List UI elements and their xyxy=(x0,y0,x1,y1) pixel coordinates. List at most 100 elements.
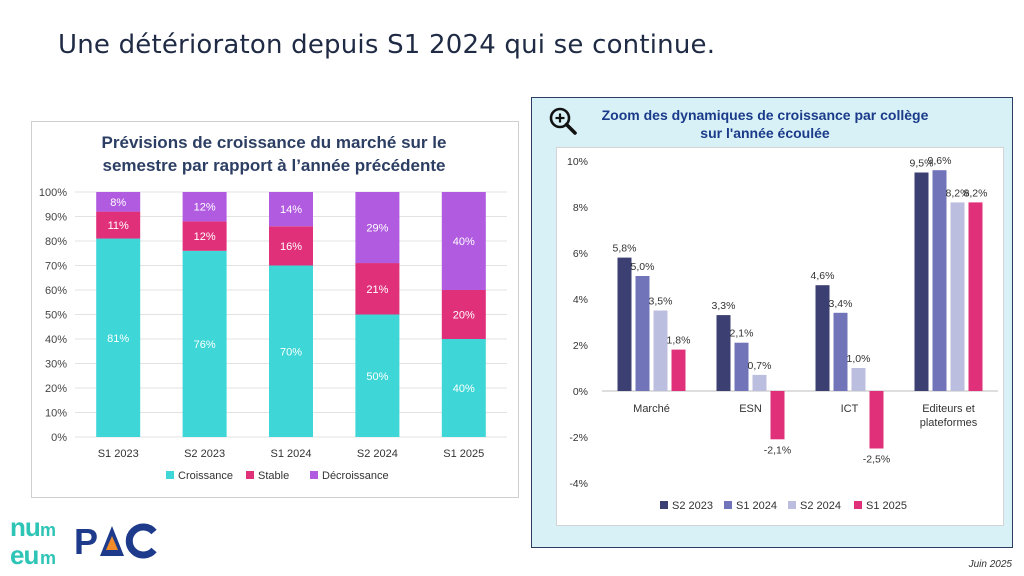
x-tick-label: ICT xyxy=(841,403,859,415)
right-chart-title-line1: Zoom des dynamiques de croissance par co… xyxy=(601,107,929,123)
svg-text:m: m xyxy=(40,520,56,540)
bar xyxy=(734,342,749,391)
data-label: 50% xyxy=(366,371,388,383)
y-tick-label: 60% xyxy=(45,285,67,297)
svg-text:P: P xyxy=(74,521,98,560)
bar xyxy=(869,391,884,449)
bar-segment xyxy=(441,339,486,437)
data-label: 20% xyxy=(453,310,475,322)
x-tick-label: S1 2025 xyxy=(443,448,484,460)
y-tick-label: 4% xyxy=(573,294,588,306)
bar-segment xyxy=(355,314,400,437)
left-stacked-bar-chart: 0% 10% 20% 30% 40% 50% 60% 70% 80% 90% 100% 81% 11% 8… xyxy=(39,187,507,482)
data-label: 76% xyxy=(194,339,216,351)
data-label: 4,6% xyxy=(811,270,835,282)
legend-swatch xyxy=(724,501,732,509)
y-tick-label: 20% xyxy=(45,383,67,395)
data-label: 1,8% xyxy=(667,335,691,347)
data-label: 29% xyxy=(366,223,388,235)
svg-text:m: m xyxy=(40,548,56,568)
legend-swatch xyxy=(854,501,862,509)
svg-text:nu: nu xyxy=(10,512,40,542)
y-tick-label: 70% xyxy=(45,261,67,273)
data-label: 2,1% xyxy=(730,328,754,340)
bar xyxy=(815,285,830,391)
legend-label: Décroissance xyxy=(322,470,389,482)
data-label: 70% xyxy=(280,346,302,358)
bar-segment xyxy=(441,290,486,339)
y-tick-label: 6% xyxy=(573,248,588,260)
numeum-logo: nu eu m m xyxy=(10,512,56,568)
data-label: 5,8% xyxy=(613,243,637,255)
bar-segment xyxy=(96,192,141,212)
data-label: 8% xyxy=(110,197,126,209)
x-tick-label: Marché xyxy=(633,403,670,415)
y-tick-label: -2% xyxy=(569,432,588,444)
bar xyxy=(932,170,947,391)
y-tick-label: 10% xyxy=(567,156,588,168)
bar-segment xyxy=(182,192,227,222)
legend-label: Stable xyxy=(258,470,289,482)
legend-label: S2 2024 xyxy=(800,500,841,512)
x-tick-label: S1 2024 xyxy=(271,448,312,460)
data-label: 21% xyxy=(366,284,388,296)
right-chart-title-line2: sur l'année écoulée xyxy=(700,125,830,141)
bar xyxy=(914,172,929,391)
svg-text:eu: eu xyxy=(10,540,38,568)
legend-swatch xyxy=(166,471,174,479)
bar xyxy=(635,276,650,391)
bar-segment xyxy=(269,265,313,437)
x-tick-label: Editeurs et xyxy=(922,403,975,415)
bar xyxy=(752,374,767,391)
data-label: 14% xyxy=(280,204,302,216)
y-tick-label: 50% xyxy=(45,310,67,322)
x-tick-label: plateformes xyxy=(920,417,978,429)
bar xyxy=(653,310,668,391)
data-label: 40% xyxy=(453,383,475,395)
data-label: 8,2% xyxy=(946,187,970,199)
data-label: 1,0% xyxy=(847,353,871,365)
bar xyxy=(671,349,686,391)
x-tick-label: S1 2023 xyxy=(98,448,139,460)
right-chart-title: Zoom des dynamiques de croissance par co… xyxy=(575,106,955,142)
legend-swatch xyxy=(246,471,254,479)
x-tick-label: S2 2024 xyxy=(357,448,398,460)
legend-label: Croissance xyxy=(178,470,233,482)
legend-label: S1 2025 xyxy=(866,500,907,512)
bar-segment xyxy=(96,211,141,239)
bar-segment xyxy=(355,263,400,315)
slide-headline: Une détérioraton depuis S1 2024 qui se c… xyxy=(58,30,716,60)
legend-swatch xyxy=(310,471,318,479)
x-tick-label: S2 2023 xyxy=(184,448,225,460)
bar-segment xyxy=(269,226,313,266)
bar-segment xyxy=(269,192,313,227)
data-label: 12% xyxy=(194,202,216,214)
data-label: 0,7% xyxy=(748,360,772,372)
footer-date: Juin 2025 xyxy=(968,559,1012,570)
bar xyxy=(716,315,731,391)
data-label: 12% xyxy=(194,231,216,243)
legend-label: S2 2023 xyxy=(672,500,713,512)
bar-segment xyxy=(96,238,141,437)
legend-swatch xyxy=(788,501,796,509)
data-label: 11% xyxy=(108,220,129,232)
y-tick-label: 80% xyxy=(45,236,67,248)
y-tick-label: 90% xyxy=(45,212,67,224)
y-tick-label: 0% xyxy=(51,432,67,444)
data-label: 5,0% xyxy=(631,261,655,273)
legend-swatch xyxy=(660,501,668,509)
data-label: -2,1% xyxy=(764,444,791,456)
bar xyxy=(968,202,983,391)
bar xyxy=(950,202,965,391)
y-tick-label: 100% xyxy=(39,187,67,199)
y-tick-label: 10% xyxy=(45,408,67,420)
bar-segment xyxy=(441,192,486,290)
bar xyxy=(851,368,866,391)
data-label: 9,5% xyxy=(910,158,934,170)
pac-logo: P xyxy=(74,521,157,560)
zoom-in-icon xyxy=(549,107,577,135)
legend-label: S1 2024 xyxy=(736,500,777,512)
left-chart-title-line1: Prévisions de croissance du marché sur l… xyxy=(101,133,447,152)
y-tick-label: 30% xyxy=(45,359,67,371)
bar-segment xyxy=(355,192,400,264)
